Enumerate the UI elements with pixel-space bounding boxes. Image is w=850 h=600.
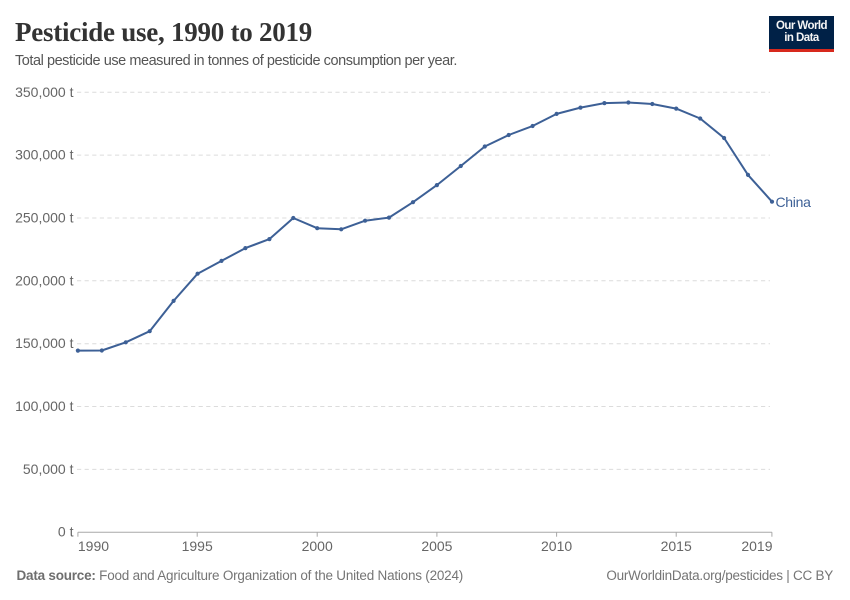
svg-text:50,000 t: 50,000 t (23, 461, 74, 477)
svg-text:2005: 2005 (421, 538, 452, 554)
svg-text:300,000 t: 300,000 t (15, 147, 73, 163)
svg-text:350,000 t: 350,000 t (15, 84, 73, 100)
svg-text:2010: 2010 (541, 538, 572, 554)
svg-text:2015: 2015 (661, 538, 692, 554)
svg-text:100,000 t: 100,000 t (15, 398, 73, 414)
svg-text:1990: 1990 (78, 538, 109, 554)
svg-text:250,000 t: 250,000 t (15, 210, 73, 226)
svg-text:0 t: 0 t (58, 524, 74, 540)
svg-text:200,000 t: 200,000 t (15, 272, 73, 288)
svg-text:1995: 1995 (182, 538, 213, 554)
svg-text:China: China (776, 194, 812, 210)
svg-text:2000: 2000 (302, 538, 333, 554)
svg-text:150,000 t: 150,000 t (15, 335, 73, 351)
svg-text:2019: 2019 (741, 538, 772, 554)
